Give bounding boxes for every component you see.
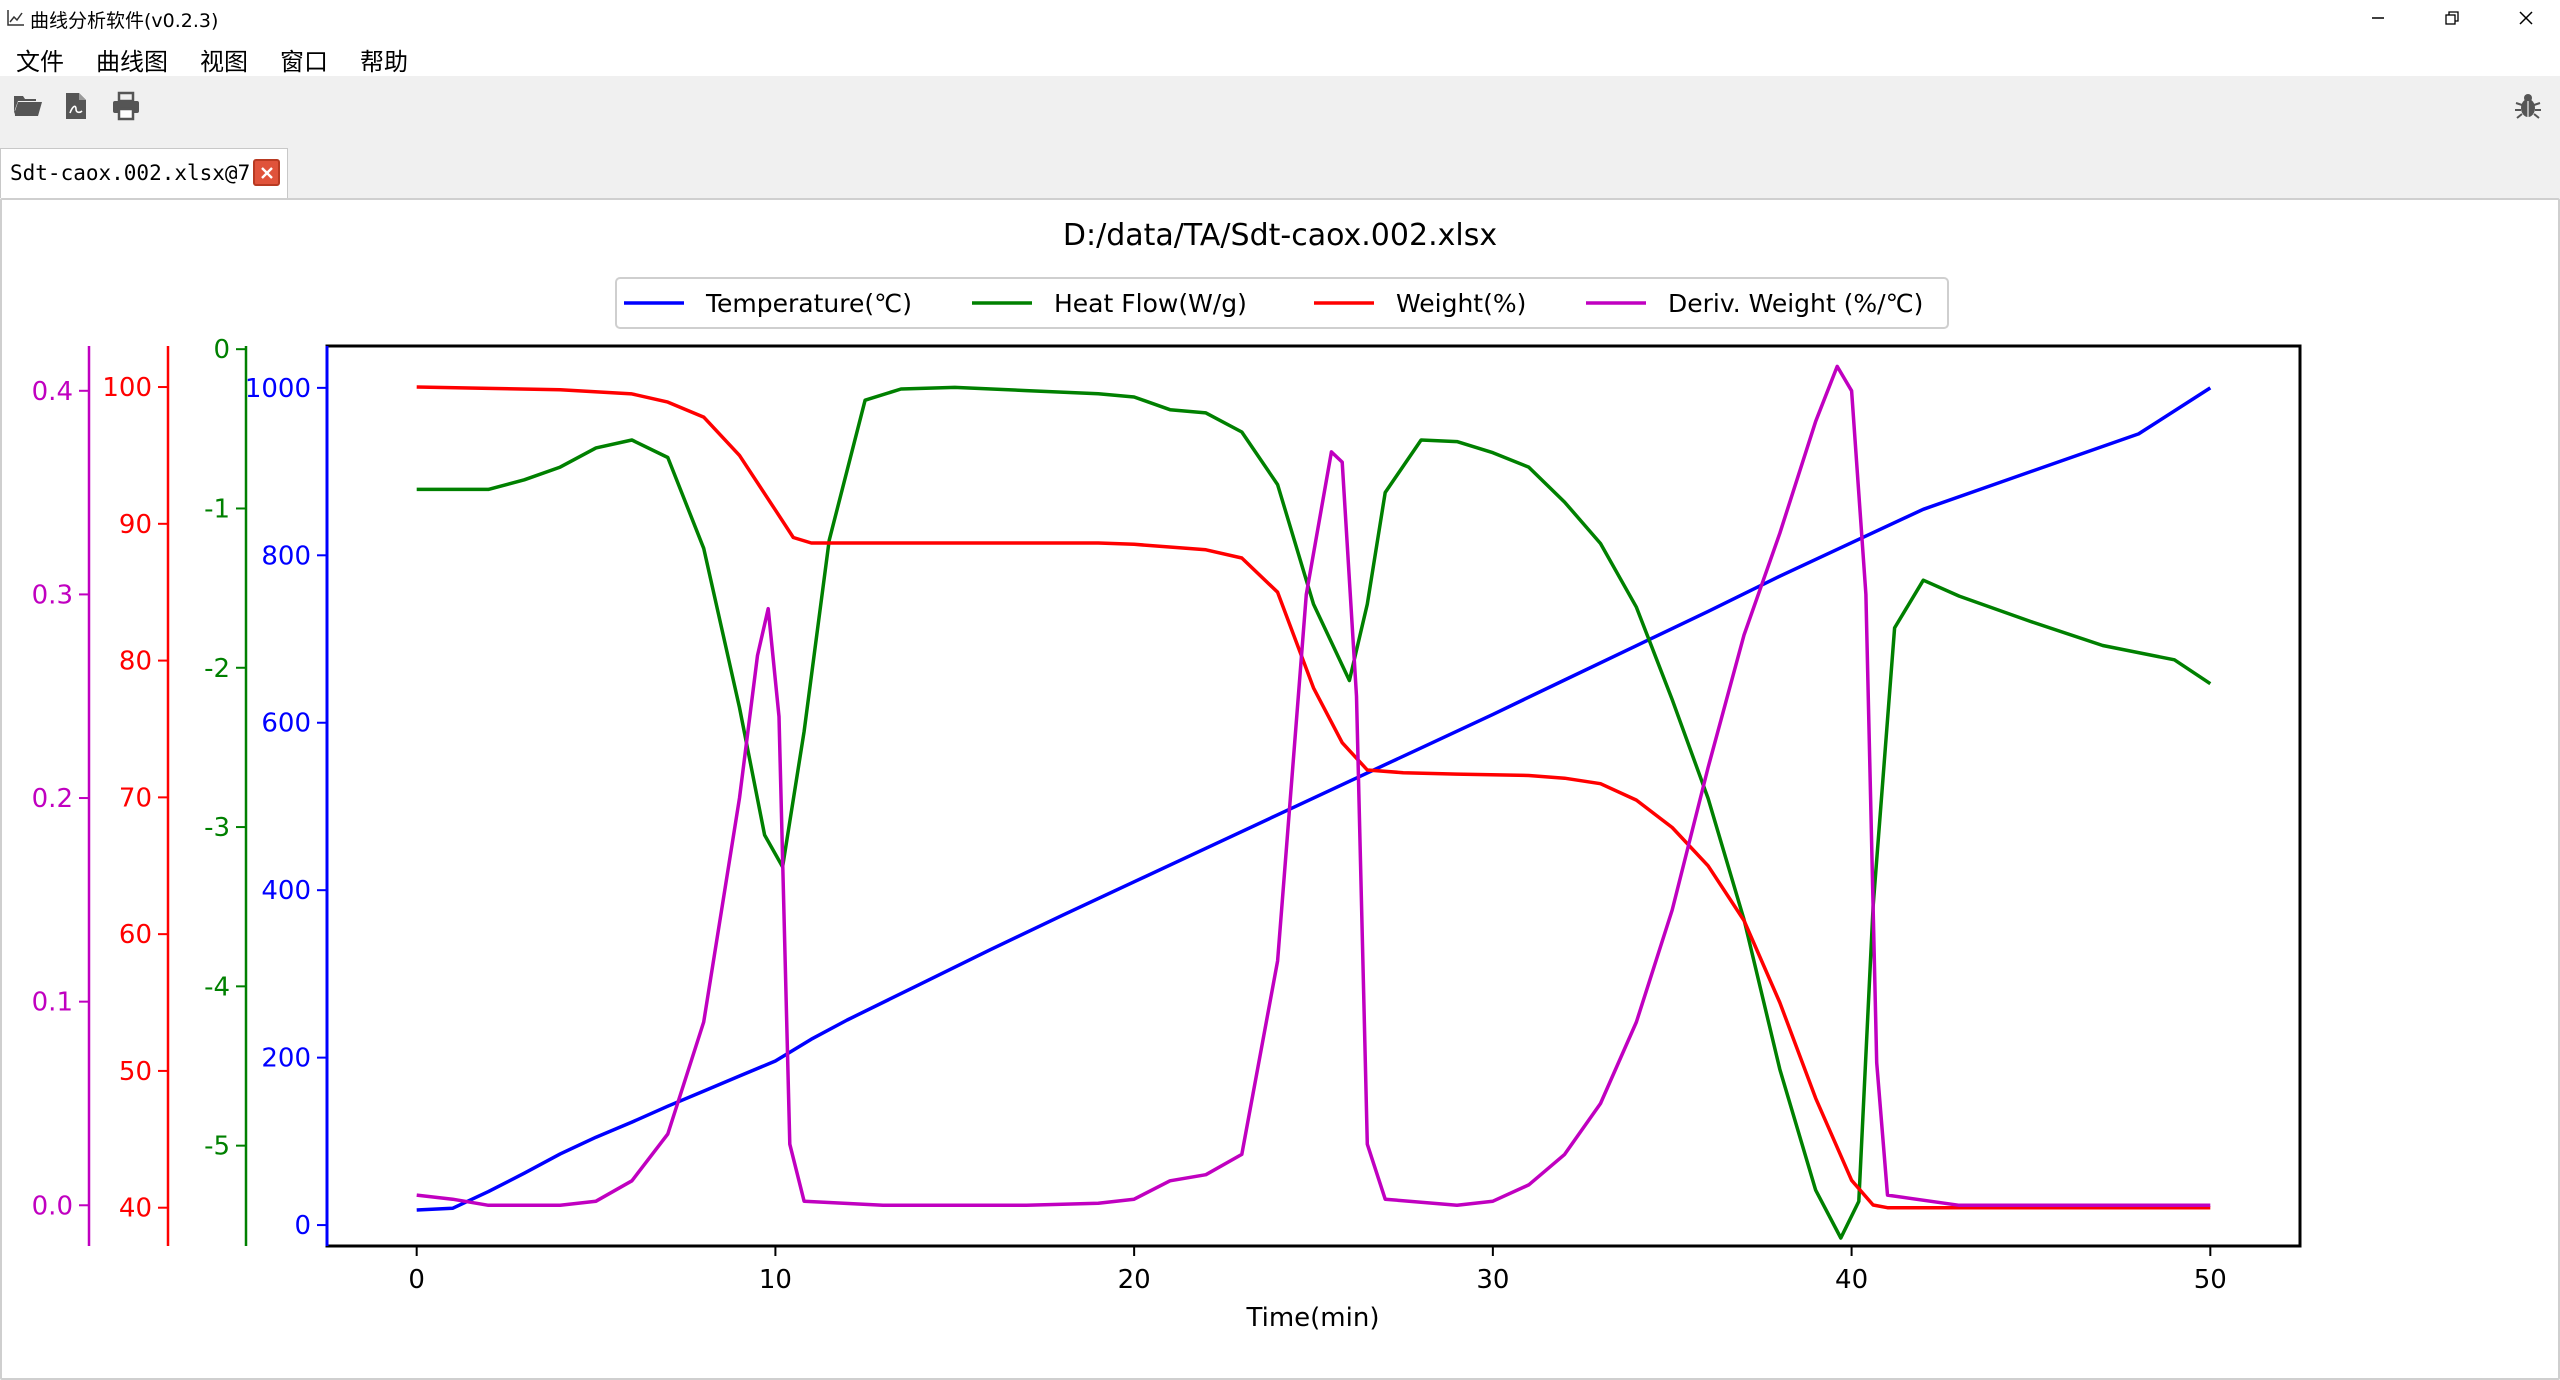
x-tick-label: 0 <box>408 1265 425 1295</box>
close-icon <box>260 166 273 179</box>
y-tick-label-temperature: 1000 <box>245 374 311 404</box>
print-button[interactable] <box>106 86 146 126</box>
y-tick-label-weight: 90 <box>119 510 152 540</box>
y-tick-label-heat_flow: 0 <box>213 335 230 365</box>
open-file-button[interactable] <box>8 86 48 126</box>
tab-bar: Sdt-caox.002.xlsx@7 <box>0 132 2560 198</box>
toolbar <box>0 76 2560 132</box>
legend-label: Temperature(℃) <box>705 289 912 318</box>
y-tick-label-weight: 70 <box>119 783 152 813</box>
y-tick-label-deriv_weight: 0.2 <box>32 784 73 814</box>
minimize-icon <box>2372 17 2384 19</box>
restore-button[interactable] <box>2418 0 2486 36</box>
y-tick-label-weight: 80 <box>119 647 152 677</box>
series-line-temperature <box>416 386 2212 1212</box>
y-tick-label-deriv_weight: 0.0 <box>32 1191 73 1221</box>
close-icon <box>2519 11 2533 25</box>
x-tick-label: 30 <box>1476 1265 1509 1295</box>
y-tick-label-temperature: 200 <box>261 1044 311 1074</box>
menu-bar: 文件 曲线图 视图 窗口 帮助 <box>0 36 2560 76</box>
menu-file[interactable]: 文件 <box>16 48 64 76</box>
y-tick-label-weight: 40 <box>119 1194 152 1224</box>
tab-label: Sdt-caox.002.xlsx@7 <box>10 161 251 185</box>
restore-icon <box>2445 11 2459 25</box>
legend-label: Weight(%) <box>1396 289 1526 318</box>
legend-box <box>615 277 1949 329</box>
y-tick-label-heat_flow: -2 <box>204 654 230 684</box>
y-tick-label-temperature: 0 <box>294 1211 311 1241</box>
chart-panel: D:/data/TA/Sdt-caox.002.xlsx Temperature(… <box>0 198 2560 1380</box>
legend-label: Deriv. Weight (%/℃) <box>1668 289 1923 318</box>
x-tick-label: 40 <box>1835 1265 1868 1295</box>
y-tick-label-deriv_weight: 0.4 <box>32 377 73 407</box>
y-tick-label-weight: 60 <box>119 920 152 950</box>
chart-line-icon <box>7 10 24 26</box>
menu-view[interactable]: 视图 <box>200 48 248 76</box>
y-tick-label-heat_flow: -1 <box>204 494 230 524</box>
debug-button[interactable] <box>2508 86 2548 126</box>
series-line-deriv_weight <box>416 364 2211 1208</box>
menu-help[interactable]: 帮助 <box>360 48 408 76</box>
bug-icon <box>2515 94 2541 119</box>
chart[interactable]: D:/data/TA/Sdt-caox.002.xlsx Temperature(… <box>2 200 2558 1378</box>
export-pdf-button[interactable] <box>56 86 96 126</box>
window-title: 曲线分析软件(v0.2.3) <box>30 10 219 32</box>
title-bar: 曲线分析软件(v0.2.3) <box>0 0 2560 36</box>
chart-title: D:/data/TA/Sdt-caox.002.xlsx <box>1063 218 1497 253</box>
x-tick-label: 10 <box>759 1265 792 1295</box>
series-line-weight <box>416 385 2211 1210</box>
y-tick-label-deriv_weight: 0.3 <box>32 580 73 610</box>
series-line-heat_flow <box>416 385 2212 1240</box>
pdf-file-icon <box>66 93 86 119</box>
tab-close-button[interactable] <box>253 159 280 186</box>
y-tick-label-weight: 100 <box>102 373 152 403</box>
menu-window[interactable]: 窗口 <box>280 48 328 76</box>
menu-chart[interactable]: 曲线图 <box>96 48 168 76</box>
y-tick-label-heat_flow: -3 <box>204 813 230 843</box>
print-icon <box>113 91 139 121</box>
tab-document[interactable]: Sdt-caox.002.xlsx@7 <box>0 148 288 198</box>
y-tick-label-deriv_weight: 0.1 <box>32 988 73 1018</box>
minimize-button[interactable] <box>2344 0 2412 36</box>
y-tick-label-temperature: 800 <box>261 541 311 571</box>
x-tick-label: 20 <box>1118 1265 1151 1295</box>
close-window-button[interactable] <box>2492 0 2560 36</box>
y-tick-label-weight: 50 <box>119 1057 152 1087</box>
legend-label: Heat Flow(W/g) <box>1054 289 1247 318</box>
folder-open-icon <box>14 96 42 116</box>
y-tick-label-temperature: 600 <box>261 709 311 739</box>
x-axis-label: Time(min) <box>1246 1303 1380 1333</box>
x-tick-label: 50 <box>2194 1265 2227 1295</box>
y-tick-label-temperature: 400 <box>261 876 311 906</box>
y-tick-label-heat_flow: -4 <box>204 972 230 1002</box>
y-tick-label-heat_flow: -5 <box>204 1132 230 1162</box>
